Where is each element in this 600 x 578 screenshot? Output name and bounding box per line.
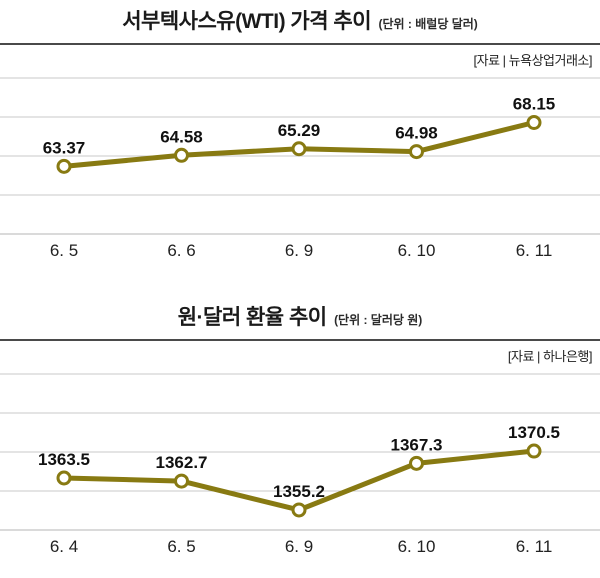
value-label: 63.37: [43, 138, 86, 157]
chart-unit-label: (단위 : 배럴당 달러): [378, 17, 478, 31]
wti-chart-header: 서부텍사스유(WTI) 가격 추이 (단위 : 배럴당 달러): [0, 0, 600, 37]
header-divider: [0, 339, 600, 341]
data-point-marker: [526, 115, 542, 131]
value-label: 64.98: [395, 124, 438, 143]
x-axis-label: 6. 10: [398, 537, 436, 556]
value-label: 1363.5: [38, 450, 90, 469]
data-point-marker: [291, 141, 307, 157]
value-label: 1370.5: [508, 423, 560, 442]
fx-line-chart: 1363.5 6. 4 1362.7 6. 5 1355.2 6. 9 1367.3 6. 1…: [0, 373, 600, 556]
data-point-marker: [56, 158, 72, 174]
value-label: 1362.7: [156, 453, 208, 472]
data-point-marker: [174, 473, 189, 489]
wti-line-chart: 63.37 6. 5 64.58 6. 6 65.29 6. 9 64.98 6. 10 68.…: [0, 77, 600, 260]
value-label: 1367.3: [391, 435, 443, 454]
chart-source: [자료 | 뉴욕상업거래소]: [473, 53, 593, 68]
data-point-marker: [291, 502, 307, 518]
data-point-marker: [409, 144, 424, 160]
x-axis-label: 6. 11: [516, 241, 553, 260]
data-point-marker: [174, 147, 189, 163]
x-axis-label: 6. 5: [50, 241, 78, 260]
data-point-marker: [526, 443, 542, 459]
fx-chart-header: 원·달러 환율 추이 (단위 : 달러당 원): [0, 296, 600, 333]
data-point-marker: [56, 470, 72, 486]
x-axis-label: 6. 6: [167, 241, 195, 260]
x-axis-label: 6. 9: [285, 241, 313, 260]
value-label: 65.29: [278, 121, 321, 140]
value-label: 1355.2: [273, 482, 325, 501]
chart-title: 원·달러 환율 추이: [177, 306, 327, 329]
x-axis-label: 6. 5: [167, 537, 195, 556]
wti-chart-section: 서부텍사스유(WTI) 가격 추이 (단위 : 배럴당 달러) [자료 | 뉴욕…: [0, 0, 600, 262]
trend-line: [61, 448, 537, 513]
value-label: 64.58: [160, 127, 203, 146]
chart-source: [자료 | 하나은행]: [507, 349, 593, 364]
data-point-marker: [409, 455, 424, 471]
x-axis-label: 6. 11: [516, 537, 553, 556]
x-axis-label: 6. 4: [50, 537, 78, 556]
chart-title: 서부텍사스유(WTI) 가격 추이: [122, 10, 372, 33]
fx-chart-section: 원·달러 환율 추이 (단위 : 달러당 원) [자료 | 하나은행] 1363…: [0, 296, 600, 558]
x-axis-label: 6. 10: [398, 241, 436, 260]
x-axis-label: 6. 9: [285, 537, 313, 556]
header-divider: [0, 43, 600, 45]
chart-unit-label: (단위 : 달러당 원): [334, 313, 423, 327]
value-label: 68.15: [513, 95, 556, 114]
